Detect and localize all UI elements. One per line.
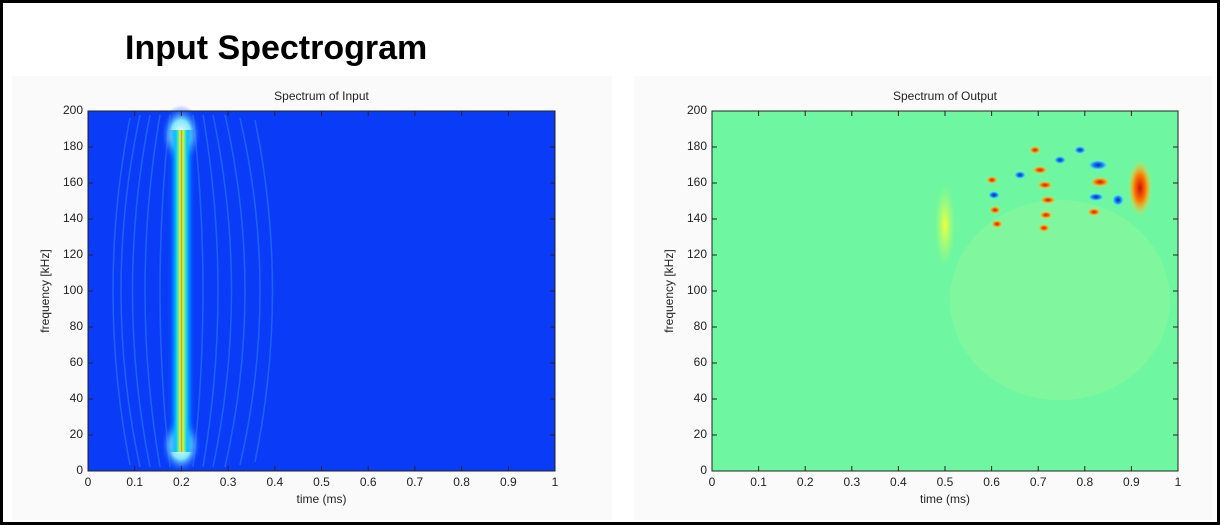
x-tick-label: 1 [552,475,559,489]
x-tick-label: 0.5 [313,475,330,489]
x-tick-label: 0.2 [797,475,814,489]
x-tick-label: 0.2 [173,475,190,489]
x-tick-label: 0.8 [453,475,470,489]
x-tick-label: 0.8 [1076,475,1093,489]
x-tick-label: 0.7 [407,475,424,489]
heatmap-image [88,105,555,473]
x-tick-label: 0.6 [983,475,1000,489]
y-tick-label: 200 [687,103,707,117]
y-tick-label: 120 [687,247,707,261]
y-tick-label: 20 [70,427,84,441]
x-axis-label: time (ms) [297,492,347,506]
y-tick-label: 80 [694,319,708,333]
y-tick-label: 160 [63,175,83,189]
y-tick-label: 200 [63,103,83,117]
y-tick-label: 40 [70,391,84,405]
x-tick-label: 1 [1175,475,1182,489]
heatmap-image [712,111,1178,471]
y-tick-label: 100 [687,283,707,297]
x-tick-label: 0.4 [890,475,907,489]
x-tick-label: 0.4 [266,475,283,489]
chart-title: Spectrum of Output [893,89,998,103]
y-tick-label: 120 [63,247,83,261]
y-tick-label: 180 [63,139,83,153]
x-tick-label: 0.9 [1123,475,1140,489]
y-tick-label: 20 [694,427,708,441]
x-tick-label: 0.3 [843,475,860,489]
x-tick-label: 0.7 [1030,475,1047,489]
x-tick-label: 0 [85,475,92,489]
y-tick-label: 140 [63,211,83,225]
y-tick-label: 60 [694,355,708,369]
chart-title: Spectrum of Input [274,89,369,103]
y-tick-label: 140 [687,211,707,225]
y-tick-label: 80 [70,319,84,333]
y-tick-label: 100 [63,283,83,297]
x-tick-label: 0.1 [126,475,143,489]
page-title: Input Spectrogram [125,29,427,67]
x-tick-label: 0.3 [220,475,237,489]
x-tick-label: 0.5 [937,475,954,489]
y-tick-label: 0 [76,463,83,477]
y-tick-label: 0 [700,463,707,477]
x-tick-label: 0 [709,475,716,489]
y-tick-label: 160 [687,175,707,189]
y-tick-label: 60 [70,355,84,369]
y-tick-label: 40 [694,391,708,405]
y-axis-label: frequency [kHz] [38,249,52,332]
y-axis-label: frequency [kHz] [662,249,676,332]
x-tick-label: 0.1 [750,475,767,489]
slide: Input Spectrogram Spectru [0,0,1220,525]
y-tick-label: 180 [687,139,707,153]
x-axis-label: time (ms) [920,492,970,506]
x-tick-label: 0.9 [500,475,517,489]
x-tick-label: 0.6 [360,475,377,489]
